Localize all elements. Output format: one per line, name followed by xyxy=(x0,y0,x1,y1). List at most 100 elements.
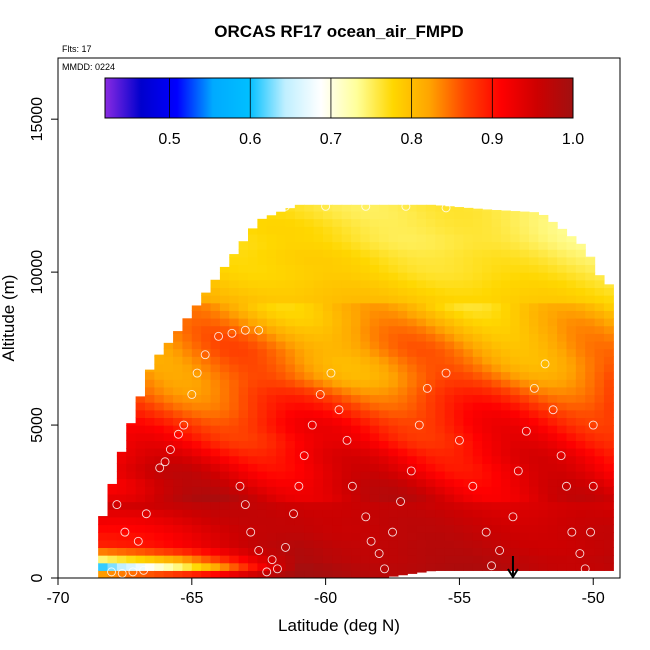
heatmap-cell xyxy=(219,425,230,434)
heatmap-cell xyxy=(332,516,343,526)
heatmap-cell xyxy=(154,409,165,419)
heatmap-cell xyxy=(341,478,352,487)
heatmap-cell xyxy=(444,470,455,480)
heatmap-cell xyxy=(603,371,614,380)
heatmap-cell xyxy=(482,233,493,243)
heatmap-cell xyxy=(201,455,212,464)
heatmap-cell xyxy=(454,287,465,296)
heatmap-cell xyxy=(491,555,502,564)
heatmap-cell xyxy=(266,524,277,533)
heatmap-cell xyxy=(454,478,465,487)
heatmap-cell xyxy=(257,539,268,549)
heatmap-cell xyxy=(248,570,258,578)
heatmap-cell xyxy=(547,333,558,342)
heatmap-cell xyxy=(388,295,399,304)
heatmap-cell xyxy=(566,394,577,403)
heatmap-cell xyxy=(538,249,549,258)
heatmap-cell xyxy=(351,302,362,311)
heatmap-cell xyxy=(210,340,221,350)
heatmap-cell xyxy=(435,509,446,518)
heatmap-cell xyxy=(575,243,586,250)
heatmap-cell xyxy=(397,363,408,373)
heatmap-cell xyxy=(557,241,568,250)
heatmap-cell xyxy=(369,348,380,357)
heatmap-cell xyxy=(594,547,605,556)
heatmap-cell xyxy=(463,524,474,533)
heatmap-cell xyxy=(210,547,221,556)
heatmap-cell xyxy=(519,562,530,571)
heatmap-cell xyxy=(557,463,568,472)
heatmap-cell xyxy=(594,402,605,411)
heatmap-cell xyxy=(276,509,287,518)
heatmap-cell xyxy=(154,440,165,449)
heatmap-cell xyxy=(388,493,399,503)
heatmap-cell xyxy=(397,295,408,304)
heatmap-cell xyxy=(566,440,577,449)
heatmap-cell xyxy=(529,226,539,235)
heatmap-cell xyxy=(557,279,568,289)
heatmap-cell xyxy=(435,379,446,388)
heatmap-cell xyxy=(463,547,474,556)
heatmap-cell xyxy=(294,448,305,457)
heatmap-cell xyxy=(201,371,212,380)
heatmap-cell xyxy=(360,547,371,556)
heatmap-cell xyxy=(266,241,277,250)
heatmap-cell xyxy=(425,486,436,495)
heatmap-cell xyxy=(322,402,333,411)
heatmap-cell xyxy=(351,402,362,411)
heatmap-cell xyxy=(369,463,380,472)
heatmap-cell xyxy=(332,562,343,571)
heatmap-cell xyxy=(322,547,333,556)
heatmap-cell xyxy=(229,333,240,342)
heatmap-cell xyxy=(585,325,596,334)
heatmap-cell xyxy=(266,215,277,220)
heatmap-cell xyxy=(472,501,483,510)
heatmap-cell xyxy=(276,302,287,311)
heatmap-cell xyxy=(538,555,549,564)
heatmap-cell xyxy=(341,524,352,533)
heatmap-cell xyxy=(435,455,446,464)
heatmap-cell xyxy=(369,402,380,411)
heatmap-cell xyxy=(210,501,221,510)
heatmap-cell xyxy=(210,532,221,541)
heatmap-cell xyxy=(472,333,483,342)
heatmap-cell xyxy=(313,394,324,403)
heatmap-cell xyxy=(276,555,287,564)
heatmap-cell xyxy=(332,363,343,373)
heatmap-cell xyxy=(285,310,296,319)
heatmap-cell xyxy=(482,226,493,235)
sample-point xyxy=(562,481,571,491)
heatmap-cell xyxy=(351,501,362,510)
heatmap-cell xyxy=(210,493,221,503)
heatmap-cell xyxy=(276,318,287,327)
heatmap-cell xyxy=(482,478,493,487)
heatmap-cell xyxy=(388,570,399,577)
heatmap-cell xyxy=(98,516,109,518)
heatmap-cell xyxy=(294,402,305,411)
heatmap-cell xyxy=(201,292,212,296)
heatmap-cell xyxy=(201,417,212,426)
sample-point xyxy=(580,564,590,574)
heatmap-cell xyxy=(491,394,502,403)
heatmap-cell xyxy=(519,233,530,243)
heatmap-cell xyxy=(529,310,539,319)
heatmap-cell xyxy=(107,486,118,495)
heatmap-cell xyxy=(407,233,418,243)
heatmap-cell xyxy=(575,363,586,373)
heatmap-cell xyxy=(500,340,511,350)
heatmap-cell xyxy=(341,516,352,526)
heatmap-cell xyxy=(435,340,446,350)
heatmap-cell xyxy=(397,524,408,533)
heatmap-cell xyxy=(332,318,343,327)
heatmap-cell xyxy=(351,256,362,266)
heatmap-cell xyxy=(332,348,343,357)
heatmap-cell xyxy=(229,386,240,396)
heatmap-cell xyxy=(472,379,483,388)
heatmap-cell xyxy=(257,310,268,319)
heatmap-cell xyxy=(425,539,436,549)
heatmap-cell xyxy=(210,455,221,464)
heatmap-cell xyxy=(341,562,352,571)
heatmap-cell xyxy=(163,363,174,373)
heatmap-cell xyxy=(369,218,380,227)
heatmap-cell xyxy=(407,570,418,574)
